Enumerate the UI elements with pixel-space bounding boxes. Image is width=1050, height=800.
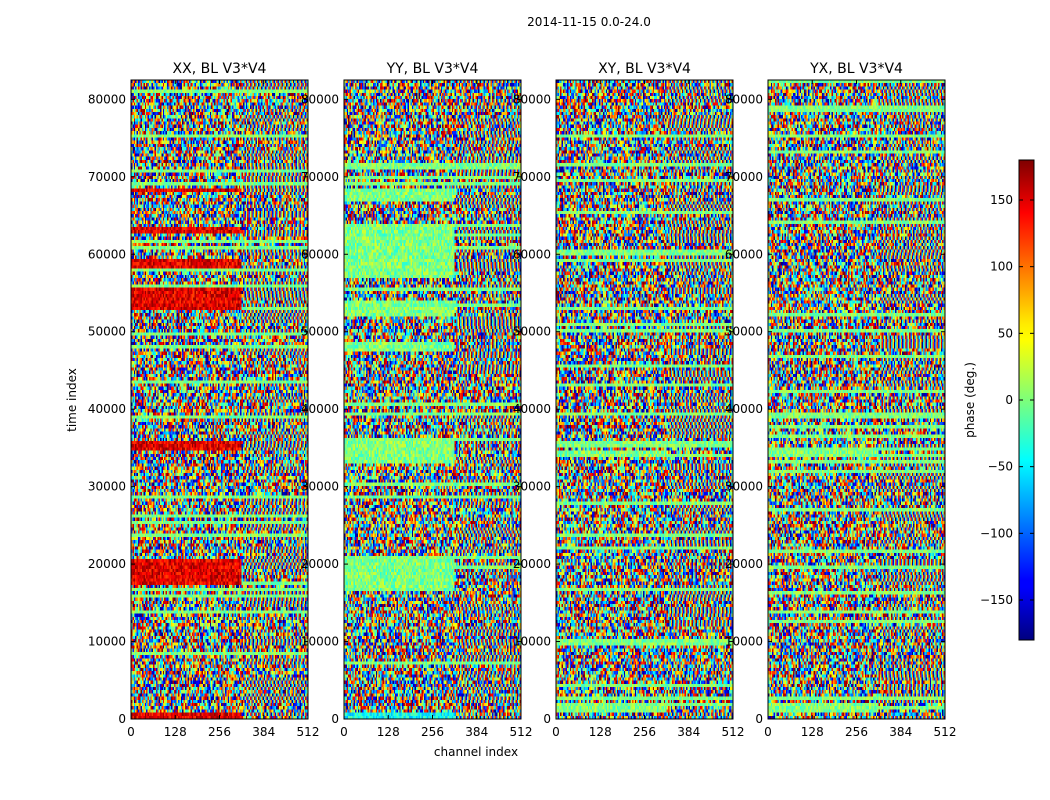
x-tick-label: 256 [845,725,868,739]
y-tick-label: 20000 [301,557,339,571]
heatmap-image [344,80,521,719]
x-tick-label: 0 [127,725,135,739]
y-tick-label: 30000 [88,480,126,494]
y-tick-label: 50000 [301,325,339,339]
x-tick-label: 256 [421,725,444,739]
y-tick-label: 80000 [88,92,126,106]
x-tick-label: 128 [164,725,187,739]
y-tick-label: 50000 [513,325,551,339]
x-axis-label: channel index [434,745,518,759]
y-tick-label: 10000 [301,635,339,649]
x-tick-label: 384 [889,725,912,739]
y-tick-label: 60000 [725,247,763,261]
y-tick-label: 10000 [513,635,551,649]
colorbar: 150 100 50 0 −50 −100 −150 phase (deg.) [963,159,1035,641]
colorbar-tick-label: −50 [988,460,1013,474]
panel-title: XY, BL V3*V4 [598,61,691,77]
heatmap-image [131,80,308,719]
x-tick-label: 384 [465,725,488,739]
y-tick-label: 30000 [513,480,551,494]
y-tick-label: 70000 [725,170,763,184]
panel-4: YX, BL V3*V4 0 128 256 384 512 0 10000 20000 3000… [725,61,957,739]
y-tick-label: 40000 [513,402,551,416]
x-tick-label: 512 [510,725,533,739]
colorbar-tick-label: 100 [990,260,1013,274]
x-tick-label: 128 [377,725,400,739]
y-tick-label: 60000 [513,247,551,261]
x-tick-label: 0 [552,725,560,739]
y-tick-label: 30000 [301,480,339,494]
colorbar-tick-label: 150 [990,193,1013,207]
y-tick-label: 60000 [88,247,126,261]
y-tick-label: 80000 [513,92,551,106]
y-tick-label: 0 [118,712,126,726]
colorbar-tick-label: 50 [998,326,1013,340]
x-tick-label: 128 [801,725,824,739]
x-tick-label: 512 [722,725,745,739]
panel-1: XX, BL V3*V4 0 128 256 384 512 0 10000 20000 3000… [88,61,320,739]
y-tick-label: 40000 [725,402,763,416]
x-tick-label: 256 [633,725,656,739]
panel-title: YX, BL V3*V4 [809,61,903,77]
y-tick-label: 10000 [725,635,763,649]
y-tick-label: 40000 [301,402,339,416]
y-tick-label: 50000 [725,325,763,339]
panel-2: YY, BL V3*V4 0 128 256 384 512 0 10000 20000 3000… [301,61,533,739]
y-tick-label: 20000 [725,557,763,571]
panel-3: XY, BL V3*V4 0 128 256 384 512 0 10000 20000 3000… [513,61,745,739]
y-tick-label: 70000 [513,170,551,184]
panel-title: YY, BL V3*V4 [386,61,479,77]
y-tick-label: 0 [331,712,339,726]
heatmap-image [768,80,945,719]
y-tick-label: 0 [755,712,763,726]
y-tick-label: 50000 [88,325,126,339]
y-tick-label: 20000 [513,557,551,571]
y-tick-label: 10000 [88,635,126,649]
colorbar-tick-label: −100 [980,526,1013,540]
y-tick-label: 60000 [301,247,339,261]
y-axis-label: time index [65,368,79,432]
y-tick-label: 40000 [88,402,126,416]
panel-title: XX, BL V3*V4 [173,61,267,77]
y-tick-label: 80000 [301,92,339,106]
heatmap-image [556,80,733,719]
x-tick-label: 384 [252,725,275,739]
x-tick-label: 512 [934,725,957,739]
x-tick-label: 0 [764,725,772,739]
colorbar-tick-label: −150 [980,593,1013,607]
heatmap-panels: XX, BL V3*V4 0 128 256 384 512 0 10000 20000 3000… [88,61,957,739]
x-tick-label: 512 [297,725,320,739]
colorbar-tick-label: 0 [1005,393,1013,407]
y-tick-label: 70000 [88,170,126,184]
x-tick-label: 0 [340,725,348,739]
y-tick-label: 0 [543,712,551,726]
y-tick-label: 30000 [725,480,763,494]
figure-title: 2014-11-15 0.0-24.0 [527,15,651,29]
x-tick-label: 384 [677,725,700,739]
colorbar-label: phase (deg.) [963,362,977,438]
x-tick-label: 128 [589,725,612,739]
y-tick-label: 70000 [301,170,339,184]
y-tick-label: 20000 [88,557,126,571]
x-tick-label: 256 [208,725,231,739]
y-tick-label: 80000 [725,92,763,106]
